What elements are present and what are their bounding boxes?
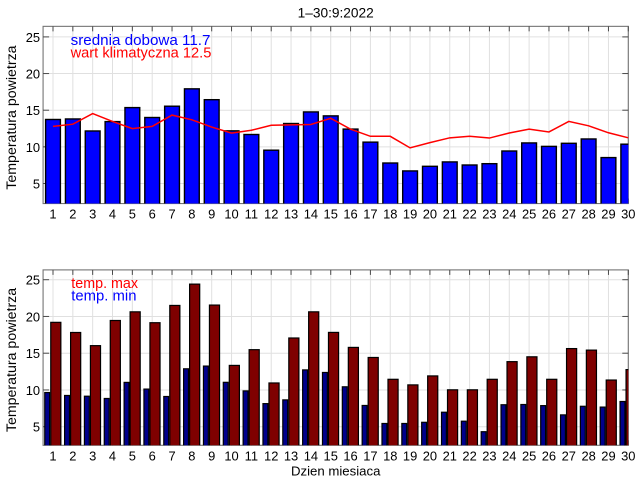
svg-text:4: 4 [109,207,116,222]
svg-text:16: 16 [343,207,357,222]
svg-text:8: 8 [188,207,195,222]
svg-text:13: 13 [284,207,298,222]
svg-text:21: 21 [443,448,457,463]
svg-text:20: 20 [423,207,437,222]
svg-text:10: 10 [224,207,238,222]
svg-text:27: 27 [562,448,576,463]
svg-text:Temperatura powietrza: Temperatura powietrza [4,45,20,189]
svg-text:29: 29 [601,207,615,222]
svg-text:25: 25 [522,448,536,463]
svg-text:17: 17 [363,207,377,222]
svg-text:4: 4 [109,448,116,463]
svg-text:15: 15 [26,346,40,361]
svg-text:10: 10 [224,448,238,463]
svg-text:2: 2 [69,207,76,222]
svg-text:Dzien miesiaca: Dzien miesiaca [291,464,381,479]
svg-text:28: 28 [581,448,595,463]
svg-text:5: 5 [129,207,136,222]
svg-text:5: 5 [33,177,40,192]
svg-text:10: 10 [26,140,40,155]
svg-text:temp. min: temp. min [71,289,136,305]
svg-text:30: 30 [621,448,635,463]
svg-text:28: 28 [581,207,595,222]
svg-text:9: 9 [208,207,215,222]
svg-text:3: 3 [89,448,96,463]
svg-text:23: 23 [482,207,496,222]
svg-text:1–30:9:2022: 1–30:9:2022 [298,6,374,21]
svg-text:Temperatura powietrza: Temperatura powietrza [4,288,20,432]
svg-text:27: 27 [562,207,576,222]
svg-text:20: 20 [423,448,437,463]
svg-text:19: 19 [403,448,417,463]
svg-text:15: 15 [324,448,338,463]
svg-text:1: 1 [49,207,56,222]
svg-text:8: 8 [188,448,195,463]
svg-text:2: 2 [69,448,76,463]
svg-text:12: 12 [264,448,278,463]
svg-text:15: 15 [26,103,40,118]
svg-text:25: 25 [522,207,536,222]
svg-text:24: 24 [502,448,516,463]
svg-text:1: 1 [49,448,56,463]
svg-text:18: 18 [383,448,397,463]
svg-text:19: 19 [403,207,417,222]
svg-text:11: 11 [245,448,258,463]
svg-text:srednia dobowa 11.7: srednia dobowa 11.7 [71,32,211,49]
svg-text:23: 23 [482,448,496,463]
svg-text:10: 10 [26,383,40,398]
svg-text:3: 3 [89,207,96,222]
svg-text:25: 25 [26,273,40,288]
svg-text:temp. max: temp. max [71,276,138,292]
svg-text:15: 15 [324,207,338,222]
svg-text:7: 7 [168,207,175,222]
svg-text:16: 16 [343,448,357,463]
svg-text:7: 7 [168,448,175,463]
svg-text:25: 25 [26,30,40,45]
svg-text:5: 5 [129,448,136,463]
svg-text:13: 13 [284,448,298,463]
svg-text:11: 11 [245,207,258,222]
svg-text:24: 24 [502,207,516,222]
svg-text:21: 21 [443,207,457,222]
svg-text:29: 29 [601,448,615,463]
svg-text:9: 9 [208,448,215,463]
svg-text:5: 5 [33,420,40,435]
svg-text:22: 22 [462,207,476,222]
svg-text:30: 30 [621,207,635,222]
svg-text:6: 6 [149,207,156,222]
svg-text:wart klimatyczna 12.5: wart klimatyczna 12.5 [70,46,212,62]
svg-text:22: 22 [462,448,476,463]
svg-text:26: 26 [542,207,556,222]
svg-text:26: 26 [542,448,556,463]
svg-text:18: 18 [383,207,397,222]
svg-text:14: 14 [304,207,318,222]
svg-text:20: 20 [26,309,40,324]
svg-text:17: 17 [363,448,377,463]
svg-text:12: 12 [264,207,278,222]
svg-text:14: 14 [304,448,318,463]
svg-text:6: 6 [149,448,156,463]
svg-text:20: 20 [26,67,40,82]
